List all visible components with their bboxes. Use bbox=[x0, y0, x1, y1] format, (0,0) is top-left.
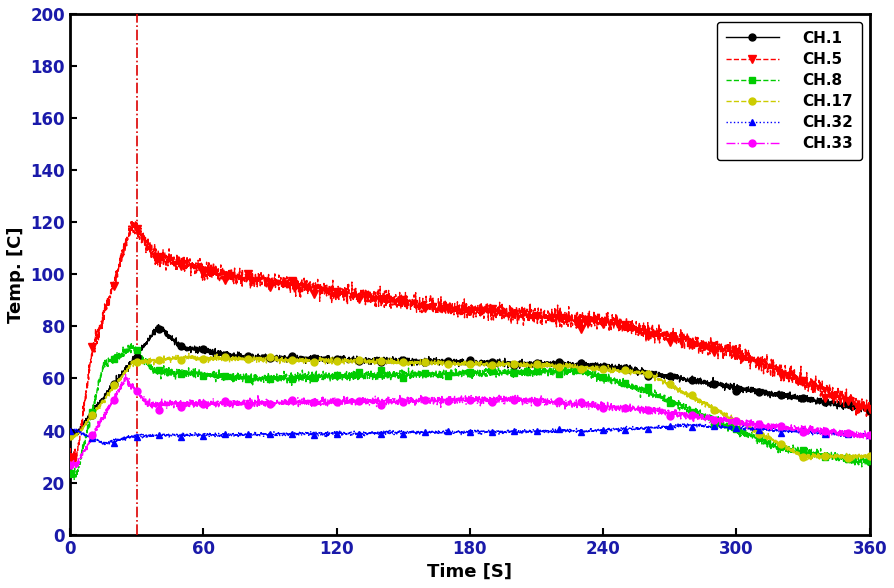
X-axis label: Time [S]: Time [S] bbox=[427, 563, 512, 581]
Legend: CH.1, CH.5, CH.8, CH.17, CH.32, CH.33: CH.1, CH.5, CH.8, CH.17, CH.32, CH.33 bbox=[716, 22, 862, 161]
Y-axis label: Temp. [C]: Temp. [C] bbox=[7, 226, 25, 323]
